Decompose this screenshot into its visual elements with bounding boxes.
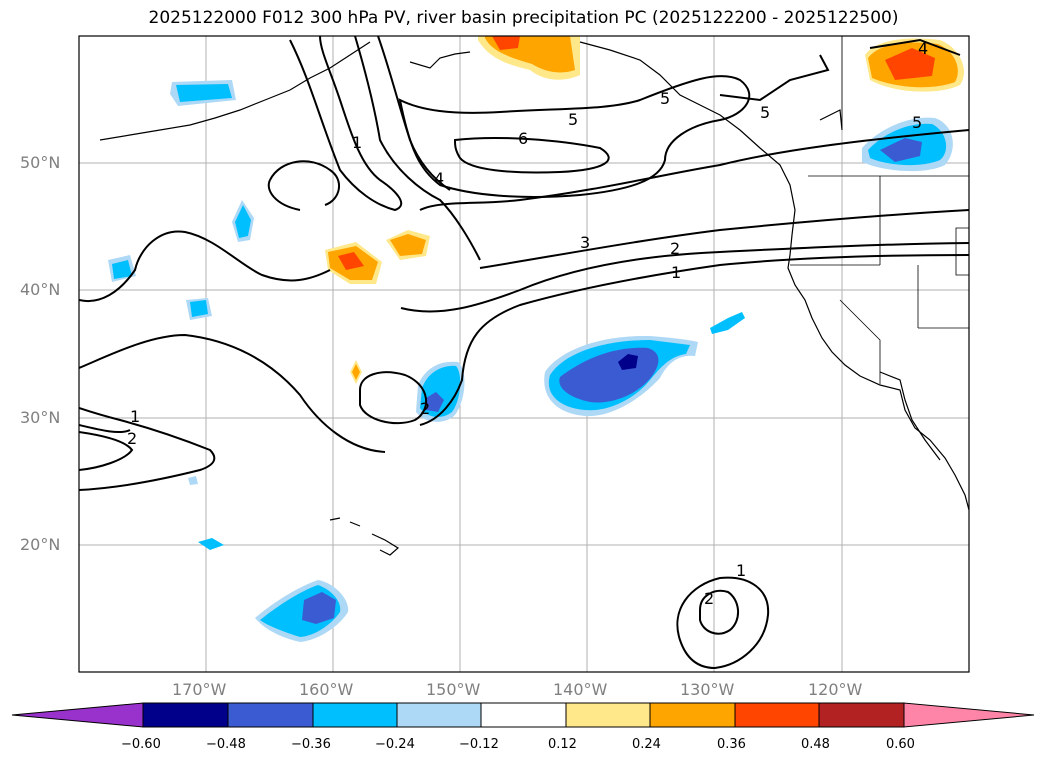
pv-contour-label: 1 bbox=[736, 561, 746, 580]
pv-contour-label: 2 bbox=[420, 399, 430, 418]
lon-label: 140°W bbox=[553, 680, 608, 699]
lon-label: 150°W bbox=[426, 680, 481, 699]
pv-contour-labels: 1 2 3 4 5 6 5 4 5 1 1 2 2 1 2 5 bbox=[127, 39, 928, 608]
pv-contour-label: 4 bbox=[434, 169, 444, 188]
gridlines bbox=[79, 36, 969, 672]
map-panel: 1 2 3 4 5 6 5 4 5 1 1 2 2 1 2 5 bbox=[79, 36, 969, 672]
colorbar-extend-low bbox=[11, 702, 144, 728]
coastlines bbox=[99, 41, 969, 556]
colorbar-tick-label: 0.12 bbox=[548, 737, 577, 752]
colorbar-tick-label: −0.36 bbox=[291, 737, 331, 752]
pv-contour-label: 5 bbox=[912, 113, 922, 132]
precip-blob-negative bbox=[198, 538, 224, 550]
precip-blob-positive bbox=[386, 230, 430, 260]
pv-contour-label: 2 bbox=[670, 239, 680, 258]
colorbar-tick-label: 0.48 bbox=[801, 737, 830, 752]
pv-contours bbox=[79, 36, 969, 670]
colorbar-bin bbox=[142, 702, 229, 728]
precip-blob-positive bbox=[325, 242, 382, 284]
map-title: 2025122000 F012 300 hPa PV, river basin … bbox=[148, 8, 899, 28]
lat-label: 40°N bbox=[20, 280, 61, 299]
colorbar-bin bbox=[227, 702, 314, 728]
lat-label: 20°N bbox=[20, 535, 61, 554]
pv-contour-label: 5 bbox=[660, 89, 670, 108]
lon-label: 130°W bbox=[680, 680, 735, 699]
colorbar-tick-label: 0.60 bbox=[886, 737, 915, 752]
precip-blob-positive bbox=[478, 36, 580, 80]
lon-label: 160°W bbox=[299, 680, 354, 699]
precip-blob-negative bbox=[255, 580, 349, 642]
pv-contour-label: 5 bbox=[760, 103, 770, 122]
lat-label: 50°N bbox=[20, 153, 61, 172]
colorbar-bin bbox=[312, 702, 398, 728]
lat-label: 30°N bbox=[20, 408, 61, 427]
pv-contour-label: 1 bbox=[671, 263, 681, 282]
precip-blob-negative bbox=[112, 260, 132, 279]
colorbar-bin bbox=[396, 702, 482, 728]
colorbar-bin bbox=[565, 702, 651, 728]
precip-blob-negative bbox=[544, 335, 698, 417]
pv-contour-label: 4 bbox=[918, 39, 928, 58]
pv-contour-label: 2 bbox=[127, 429, 137, 448]
precip-blob-positive bbox=[352, 364, 360, 380]
colorbar-bin bbox=[734, 702, 820, 728]
colorbar-bin bbox=[480, 702, 567, 728]
colorbar-tick-label: 0.36 bbox=[717, 737, 746, 752]
map-frame bbox=[78, 35, 970, 673]
precip-blob-negative bbox=[170, 80, 236, 106]
pv-contour-label: 1 bbox=[352, 133, 362, 152]
colorbar-extend-high bbox=[903, 702, 1035, 728]
precip-blob-negative bbox=[862, 117, 953, 172]
precip-blob-negative bbox=[190, 300, 208, 317]
pv-contour-label: 1 bbox=[130, 407, 140, 426]
political-borders bbox=[790, 36, 969, 384]
lon-label: 120°W bbox=[808, 680, 863, 699]
precip-blob-negative bbox=[188, 476, 198, 485]
pv-contour-label: 2 bbox=[704, 589, 714, 608]
pv-contour-label: 6 bbox=[518, 129, 528, 148]
precip-blob-negative bbox=[235, 205, 251, 238]
pv-contour-label: 3 bbox=[580, 233, 590, 252]
colorbar-tick-label: −0.48 bbox=[206, 737, 246, 752]
precip-blob-positive bbox=[865, 38, 964, 92]
precip-blob-negative bbox=[710, 312, 745, 334]
colorbar-tick-label: 0.24 bbox=[632, 737, 661, 752]
pv-contour-label: 5 bbox=[568, 110, 578, 129]
colorbar-tick-label: −0.60 bbox=[121, 737, 161, 752]
colorbar-tick-label: −0.24 bbox=[375, 737, 415, 752]
colorbar-bin bbox=[649, 702, 736, 728]
lon-label: 170°W bbox=[172, 680, 227, 699]
colorbar-bin bbox=[818, 702, 905, 728]
colorbar-tick-label: −0.12 bbox=[459, 737, 499, 752]
colorbar bbox=[11, 702, 1035, 728]
